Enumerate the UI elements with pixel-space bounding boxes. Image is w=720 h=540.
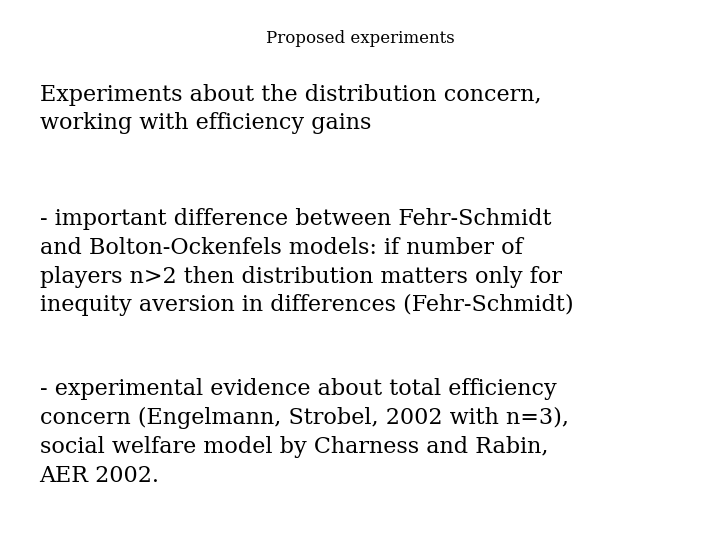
Text: Proposed experiments: Proposed experiments <box>266 30 454 46</box>
Text: Experiments about the distribution concern,
working with efficiency gains: Experiments about the distribution conce… <box>40 84 541 134</box>
Text: - important difference between Fehr-Schmidt
and Bolton-Ockenfels models: if numb: - important difference between Fehr-Schm… <box>40 208 573 316</box>
Text: - experimental evidence about total efficiency
concern (Engelmann, Strobel, 2002: - experimental evidence about total effi… <box>40 378 569 487</box>
